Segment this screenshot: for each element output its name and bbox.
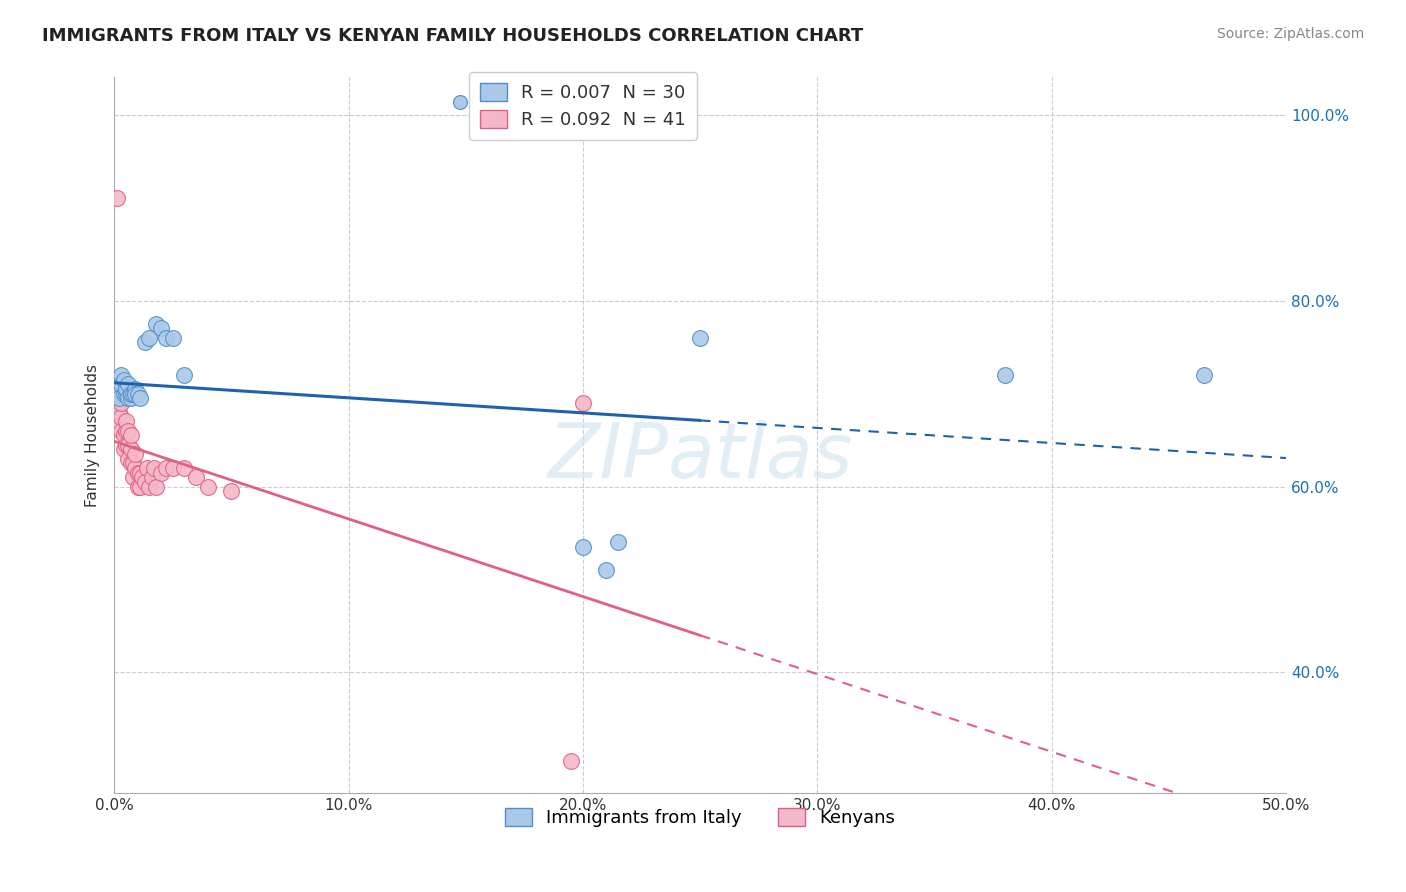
Point <box>110 368 132 382</box>
Text: Source: ZipAtlas.com: Source: ZipAtlas.com <box>1216 27 1364 41</box>
Point <box>129 391 152 405</box>
Point <box>105 191 128 205</box>
Point <box>108 419 131 434</box>
Point <box>110 396 132 410</box>
Point <box>108 391 131 405</box>
Text: IMMIGRANTS FROM ITALY VS KENYAN FAMILY HOUSEHOLDS CORRELATION CHART: IMMIGRANTS FROM ITALY VS KENYAN FAMILY H… <box>42 27 863 45</box>
Point <box>173 368 195 382</box>
Point <box>115 438 138 452</box>
Point <box>115 424 138 438</box>
Point <box>127 386 149 401</box>
Text: ZIPatlas: ZIPatlas <box>547 420 853 494</box>
Point <box>145 479 167 493</box>
Point <box>595 563 617 577</box>
Point <box>112 373 135 387</box>
Point <box>117 391 139 405</box>
Point <box>124 447 146 461</box>
Y-axis label: Family Households: Family Households <box>86 364 100 507</box>
Point <box>117 451 139 466</box>
Point <box>173 461 195 475</box>
Point <box>162 331 184 345</box>
Point <box>150 321 173 335</box>
Point <box>108 405 131 419</box>
Point <box>150 466 173 480</box>
Point <box>129 466 152 480</box>
Point <box>560 754 582 768</box>
Point <box>145 317 167 331</box>
Point <box>1192 368 1215 382</box>
Point <box>115 382 138 396</box>
Point <box>122 386 145 401</box>
Point <box>134 475 156 489</box>
Point <box>112 386 135 401</box>
Legend: Immigrants from Italy, Kenyans: Immigrants from Italy, Kenyans <box>498 801 903 834</box>
Point <box>110 409 132 424</box>
Point <box>117 377 139 392</box>
Point <box>127 466 149 480</box>
Point <box>162 461 184 475</box>
Point <box>120 456 142 470</box>
Point <box>120 442 142 457</box>
Point <box>117 424 139 438</box>
Point <box>112 442 135 457</box>
Point <box>120 391 142 405</box>
Point <box>112 428 135 442</box>
Point <box>124 382 146 396</box>
Point <box>155 331 177 345</box>
Point <box>138 479 160 493</box>
Point <box>572 540 595 554</box>
Point <box>127 479 149 493</box>
Point <box>607 535 630 549</box>
Point <box>124 461 146 475</box>
Point <box>122 456 145 470</box>
Point <box>131 470 153 484</box>
Point <box>122 470 145 484</box>
Point <box>155 461 177 475</box>
Point <box>115 386 138 401</box>
Point <box>994 368 1017 382</box>
Point <box>221 484 243 499</box>
Point <box>124 386 146 401</box>
Point <box>136 461 159 475</box>
Point <box>120 428 142 442</box>
Point <box>117 438 139 452</box>
Point <box>197 479 219 493</box>
Point <box>115 414 138 428</box>
Point <box>105 386 128 401</box>
Point <box>186 470 208 484</box>
Point <box>138 331 160 345</box>
Point <box>110 424 132 438</box>
Point <box>572 396 595 410</box>
Point <box>110 377 132 392</box>
Point <box>129 479 152 493</box>
Point <box>120 386 142 401</box>
Point <box>143 461 166 475</box>
Point <box>141 470 163 484</box>
Point <box>689 331 711 345</box>
Point <box>134 335 156 350</box>
